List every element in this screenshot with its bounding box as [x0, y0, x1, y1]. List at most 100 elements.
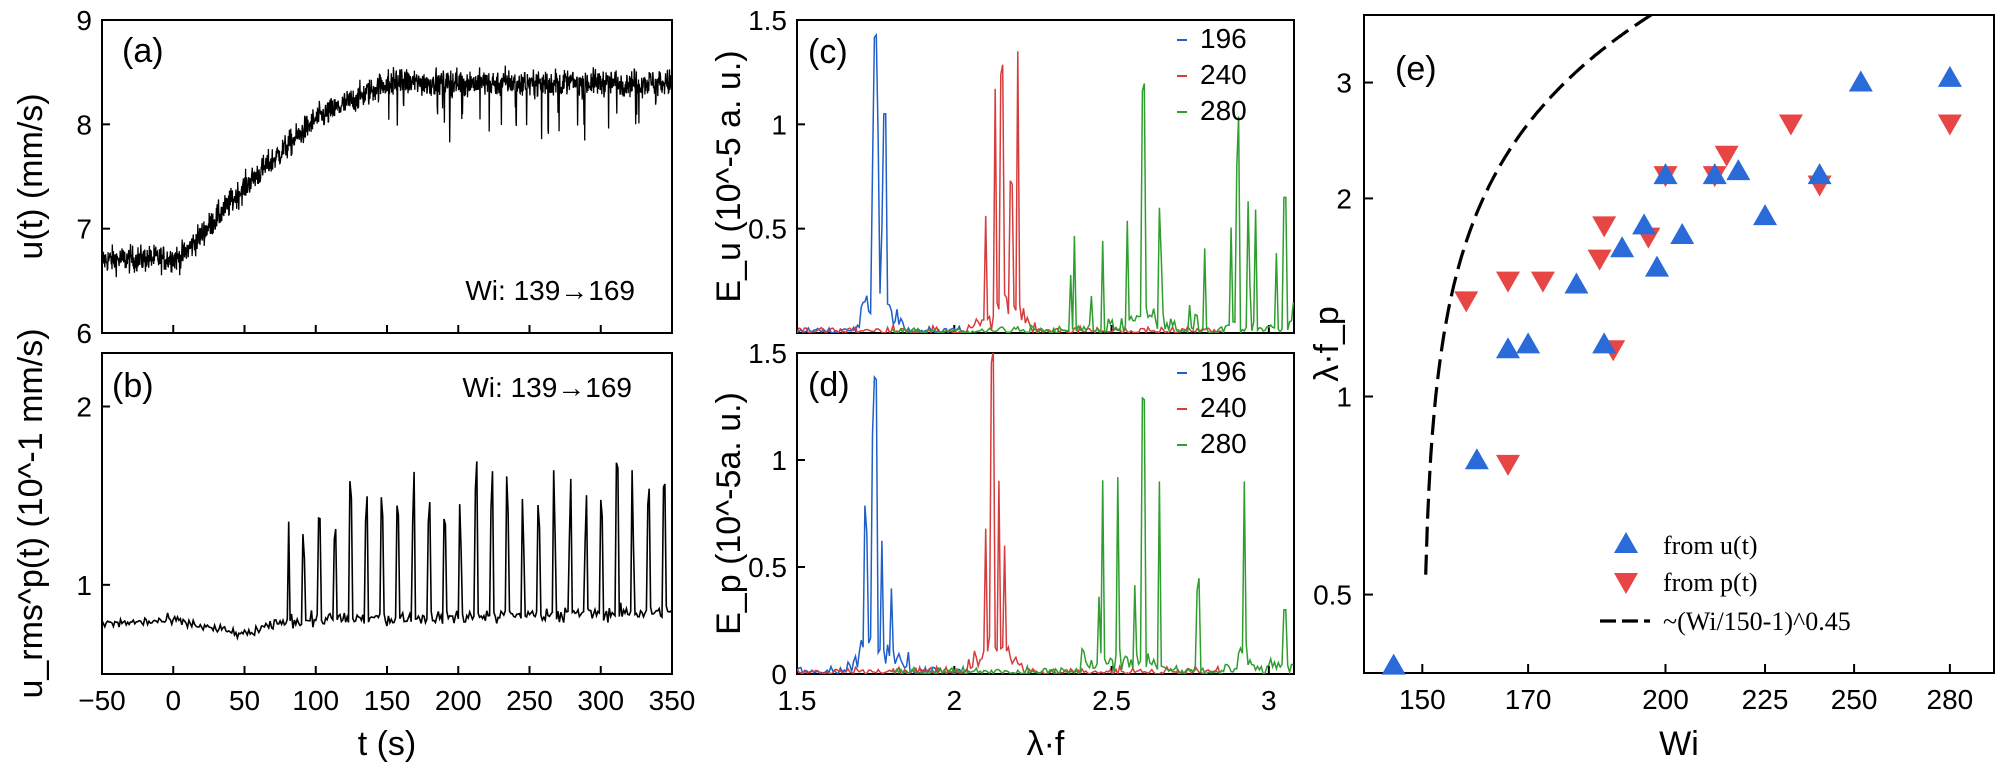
panel-e-point-u [1726, 159, 1751, 181]
panel-e-legend-label-fit: ~(Wi/150-1)^0.45 [1663, 607, 1851, 636]
panel-b-xtick-label: 100 [292, 685, 339, 716]
panel-e-point-u [1753, 204, 1778, 226]
panel-a-ytick-label: 8 [76, 109, 92, 140]
panel-b-xtick-label: 250 [506, 685, 553, 716]
panel-e-legend-marker-p [1614, 573, 1638, 594]
panel-e-point-u [1807, 163, 1832, 185]
panel-c-legend-label: 196 [1200, 23, 1247, 54]
panel-e-point-p [1454, 291, 1479, 313]
panel-e-point-p [1495, 454, 1520, 476]
panel-e-frame [1363, 14, 1995, 674]
panel-d-ytick-label: 1 [771, 445, 787, 476]
panel-b-ytick-label: 1 [76, 570, 92, 601]
panel-c-frame [796, 19, 1295, 334]
panel-e-point-p [1592, 216, 1617, 238]
panel-b: 1 2 −50 0 50 100 150 200 250 300 350 (b) Wi: 139→169… [12, 328, 695, 763]
panel-e-point-u [1670, 222, 1695, 244]
panel-d-label: (d) [808, 366, 850, 404]
panel-e-point-u [1848, 70, 1873, 92]
panel-e-point-u [1516, 332, 1541, 354]
panel-b-xtick-label: 50 [229, 685, 260, 716]
panel-e-point-u [1495, 337, 1520, 359]
panel-d-xtick-label: 1.5 [778, 685, 817, 716]
panel-c-ytick-label: 1 [771, 109, 787, 140]
panel-e-xtick-label: 170 [1505, 684, 1552, 715]
panel-d-legend-label: 280 [1200, 428, 1247, 459]
panel-a-ylabel: u(t) (mm/s) [12, 93, 50, 259]
panel-e-point-p [1937, 114, 1962, 136]
panel-c-label: (c) [808, 33, 848, 71]
panel-e-point-u [1702, 163, 1727, 185]
panel-b-xtick-label: −50 [78, 685, 126, 716]
panel-e-ylabel: λ·f_p [1308, 306, 1346, 382]
panel-a-series-u [102, 65, 672, 278]
panel-c-series-196 [797, 32, 969, 333]
panel-d-ylabel: E_p (10^-5a. u.) [710, 392, 748, 635]
panel-c-legend-label: 240 [1200, 59, 1247, 90]
panel-b-label: (b) [112, 367, 154, 405]
panel-d-series-196 [797, 375, 970, 674]
panel-d-series-280 [891, 396, 1294, 674]
panel-e-point-p [1778, 114, 1803, 136]
panel-d-xtick-label: 3 [1261, 685, 1277, 716]
panel-e-ytick-label: 0.5 [1313, 580, 1352, 611]
panel-e-ytick-label: 3 [1336, 68, 1352, 99]
panel-a-label: (a) [122, 32, 164, 70]
panel-e-point-u [1381, 653, 1406, 675]
panel-d-ytick-label: 1.5 [748, 338, 787, 369]
panel-b-xtick-label: 200 [435, 685, 482, 716]
panel-e-xtick-label: 250 [1831, 684, 1878, 715]
panel-b-xtick-label: 150 [364, 685, 411, 716]
panel-b-annotation: Wi: 139→169 [462, 372, 632, 403]
panel-e-point-u [1464, 448, 1489, 470]
panel-d-legend-label: 196 [1200, 356, 1247, 387]
panel-a: 6 7 8 9 (a) Wi: 139→169 u(t) (mm/s) [12, 5, 673, 349]
panel-e-point-p [1495, 271, 1520, 293]
panel-b-ylabel: u_rms^p(t) (10^-1 mm/s) [12, 328, 50, 698]
panel-e-label: (e) [1395, 50, 1437, 88]
panel-e-xlabel: Wi [1659, 725, 1699, 763]
panel-a-ytick-label: 7 [76, 214, 92, 245]
panel-e-point-u [1653, 163, 1678, 185]
panel-e-legend-label-u: from u(t) [1663, 531, 1758, 560]
panel-d-legend-label: 240 [1200, 392, 1247, 423]
panel-e: 0.5 1 2 3 150 170 200 225 250 280 from u(t) from p(… [1308, 14, 1995, 763]
panel-e-point-u [1937, 65, 1962, 87]
panel-b-xtick-label: 0 [165, 685, 181, 716]
panel-e-point-p [1587, 249, 1612, 271]
panel-e-point-u [1564, 272, 1589, 294]
panel-d-xtick-label: 2.5 [1092, 685, 1131, 716]
panel-d-ytick-label: 0.5 [748, 552, 787, 583]
panel-b-xtick-label: 300 [577, 685, 624, 716]
panel-d-xlabel: λ·f [1027, 725, 1065, 763]
panel-d: 0 0.5 1 1.5 1.5 2 2.5 3 196 240 280 (d) E_p (10^-5a.… [710, 338, 1295, 763]
panel-c-ylabel: E_u (10^-5 a. u.) [710, 50, 748, 302]
panel-e-xtick-label: 225 [1742, 684, 1789, 715]
panel-a-ytick-label: 9 [76, 5, 92, 36]
panel-c-series-240 [797, 51, 1222, 333]
panel-e-xtick-label: 150 [1399, 684, 1446, 715]
panel-c-legend-label: 280 [1200, 95, 1247, 126]
panel-e-xtick-label: 200 [1642, 684, 1689, 715]
panel-e-legend-label-p: from p(t) [1663, 568, 1758, 597]
panel-e-point-u [1610, 236, 1635, 258]
panel-e-point-u [1592, 332, 1617, 354]
panel-e-legend-marker-u [1614, 532, 1638, 553]
panel-b-ytick-label: 2 [76, 392, 92, 423]
panel-e-point-u [1644, 255, 1669, 277]
panel-e-point-u [1632, 213, 1657, 235]
panel-e-fit-curve [1424, 15, 1655, 575]
panel-c-series-280 [891, 83, 1294, 333]
panel-b-xlabel: t (s) [358, 725, 417, 763]
panel-c-ytick-label: 1.5 [748, 5, 787, 36]
panel-d-ytick-label: 0 [771, 659, 787, 690]
panel-e-xtick-label: 280 [1927, 684, 1974, 715]
panel-d-xtick-label: 2 [946, 685, 962, 716]
panel-a-ytick-label: 6 [76, 318, 92, 349]
panel-b-xtick-label: 350 [649, 685, 696, 716]
panel-c: 0.5 1 1.5 196 240 280 (c) E_u (10^-5 a. u.) [710, 5, 1295, 334]
panel-d-series-240 [797, 353, 1222, 674]
panel-e-ytick-label: 1 [1336, 381, 1352, 412]
panel-e-point-p [1714, 145, 1739, 167]
